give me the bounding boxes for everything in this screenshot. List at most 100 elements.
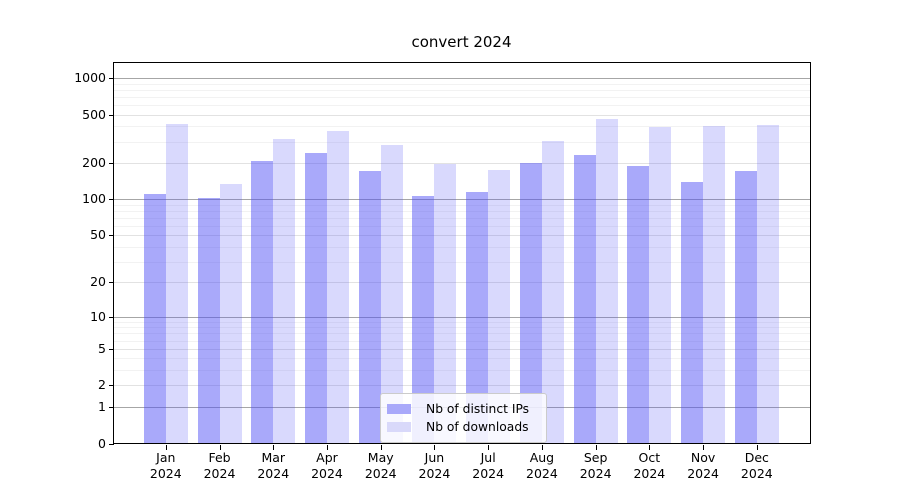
x-axis-tick-label: Mar 2024 [257, 450, 290, 481]
bar-downloads-jul [488, 169, 511, 444]
legend-swatch-downloads [387, 421, 411, 432]
x-axis-tick-label: Jun 2024 [418, 450, 451, 481]
legend-item-downloads: Nb of downloads [387, 419, 538, 435]
bar-downloads-oct [649, 127, 672, 444]
bar-distinct-ips-may [358, 170, 381, 444]
bar-downloads-jan [165, 123, 188, 444]
x-tick-mark [595, 444, 597, 450]
y-axis-tick-label: 200 [82, 154, 106, 170]
y-tick-mark [108, 235, 114, 237]
x-tick-mark [434, 444, 436, 450]
x-axis-tick-label: Jul 2024 [472, 450, 505, 481]
bar-downloads-jun [434, 163, 457, 444]
chart-title: convert 2024 [411, 33, 512, 51]
minor-gridline [113, 211, 810, 213]
minor-gridline [113, 83, 810, 85]
minor-gridline [113, 261, 810, 263]
gridline [113, 162, 810, 164]
major-gridline [113, 78, 810, 79]
bar-distinct-ips-feb [197, 198, 220, 444]
y-tick-mark [108, 199, 114, 201]
y-axis-tick-label: 2 [98, 377, 106, 393]
x-tick-mark [326, 444, 328, 450]
gridline [113, 282, 810, 284]
bar-distinct-ips-jul [466, 192, 489, 444]
bar-downloads-mar [273, 138, 296, 444]
x-tick-mark [219, 444, 221, 450]
gridline [113, 385, 810, 387]
gridline [113, 235, 810, 237]
bar-downloads-feb [219, 183, 242, 444]
x-axis-tick-label: May 2024 [364, 450, 397, 481]
minor-gridline [113, 141, 810, 143]
minor-gridline [113, 370, 810, 372]
minor-gridline [113, 89, 810, 91]
major-gridline [113, 199, 810, 201]
minor-gridline [113, 96, 810, 98]
y-axis-tick-label: 1000 [74, 70, 106, 85]
bar-downloads-sep [595, 118, 618, 444]
x-axis-tick-label: Nov 2024 [687, 450, 719, 481]
bar-distinct-ips-dec [734, 170, 757, 444]
bar-distinct-ips-sep [573, 154, 596, 444]
y-axis-tick-label: 500 [82, 106, 106, 122]
y-axis-tick-label: 20 [90, 274, 106, 290]
bar-distinct-ips-jun [412, 196, 435, 444]
x-tick-mark [273, 444, 275, 450]
x-axis-tick-label: Apr 2024 [311, 450, 343, 481]
minor-gridline [113, 340, 810, 342]
x-axis-tick-label: Aug 2024 [526, 450, 558, 481]
x-tick-mark [649, 444, 651, 450]
legend-item-distinct-ips: Nb of distinct IPs [387, 401, 538, 417]
minor-gridline [113, 327, 810, 329]
plot-area-border [113, 61, 811, 444]
minor-gridline [113, 104, 810, 106]
y-axis-tick-label: 5 [98, 340, 106, 356]
y-tick-mark [108, 316, 114, 318]
legend-label-distinct-ips: Nb of distinct IPs [426, 401, 530, 416]
minor-gridline [113, 226, 810, 228]
bar-downloads-may [380, 144, 403, 444]
bar-distinct-ips-nov [681, 182, 704, 444]
x-axis-tick-label: Jan 2024 [149, 450, 182, 481]
minor-gridline [113, 204, 810, 206]
x-tick-mark [380, 444, 382, 450]
bar-downloads-dec [756, 124, 779, 444]
y-tick-mark [108, 282, 114, 284]
bar-downloads-aug [541, 141, 564, 444]
x-tick-mark [541, 444, 543, 450]
bar-distinct-ips-apr [304, 152, 327, 444]
y-tick-mark [108, 406, 114, 408]
bar-distinct-ips-aug [519, 163, 542, 444]
x-axis-tick-label: Dec 2024 [740, 450, 773, 481]
minor-gridline [113, 217, 810, 219]
minor-gridline [113, 358, 810, 360]
minor-gridline [113, 321, 810, 323]
x-tick-mark [756, 444, 758, 450]
y-axis-tick-label: 50 [90, 227, 106, 243]
minor-gridline [113, 126, 810, 128]
x-axis-tick-label: Sep 2024 [579, 450, 612, 481]
legend-swatch-distinct-ips [387, 403, 411, 414]
bar-distinct-ips-mar [251, 161, 274, 444]
minor-gridline [113, 247, 810, 249]
legend: Nb of distinct IPs Nb of downloads [380, 392, 547, 443]
y-tick-mark [108, 78, 114, 79]
gridline [113, 114, 810, 116]
minor-gridline [113, 333, 810, 335]
gridline [113, 348, 810, 350]
bar-downloads-apr [326, 130, 349, 444]
y-tick-mark [108, 348, 114, 350]
bar-distinct-ips-oct [627, 166, 650, 444]
legend-label-downloads: Nb of downloads [426, 419, 529, 434]
x-tick-mark [703, 444, 705, 450]
y-tick-mark [108, 443, 114, 445]
y-axis-tick-label: 0 [98, 435, 106, 451]
x-tick-mark [165, 444, 167, 450]
x-axis-tick-label: Feb 2024 [203, 450, 236, 481]
y-axis-tick-label: 10 [90, 308, 106, 324]
y-axis-tick-label: 1 [98, 398, 106, 414]
x-axis-tick-label: Oct 2024 [633, 450, 666, 481]
y-tick-mark [108, 114, 114, 116]
